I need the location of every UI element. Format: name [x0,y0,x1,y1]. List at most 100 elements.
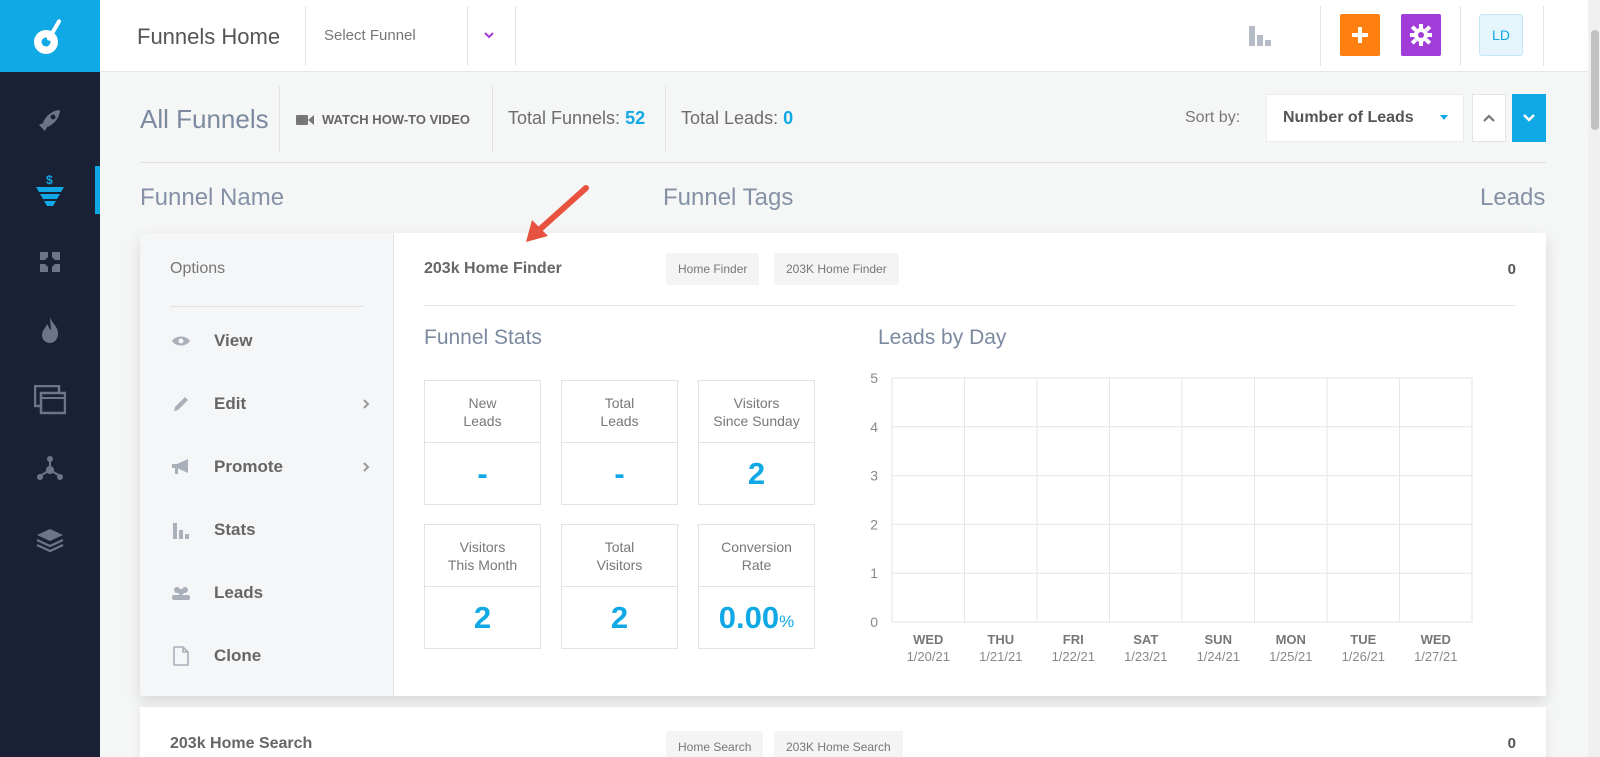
sort-by-select[interactable]: Number of Leads [1266,94,1464,142]
section-title: All Funnels [140,104,269,134]
stat-label: Conversion Rate [699,525,814,587]
leads-by-day-title: Leads by Day [878,326,1007,349]
x-tick-date: 1/26/21 [1342,649,1385,664]
sidebar-item-hot[interactable] [0,306,100,354]
y-tick-label: 0 [870,614,878,630]
stat-label: Visitors Since Sunday [699,381,814,443]
leads-by-day-chart: 0 1 2 3 4 5 WED 1/20/21 THU 1/21/21 FRI 1/22/21 SAT 1… [870,370,1473,664]
x-tick-date: 1/27/21 [1414,649,1457,664]
top-bar: Funnels Home Select Funnel LD [100,0,1588,72]
copy-icon [170,646,192,666]
network-icon [37,456,63,480]
sidebar-item-tools[interactable] [0,238,100,286]
stat-unit: % [779,612,795,631]
stat-label: Total Visitors [562,525,677,587]
stat-total-visitors: Total Visitors 2 [561,524,678,649]
funnel-tag[interactable]: Home Search [666,731,764,757]
stat-label: Visitors This Month [425,525,540,587]
total-funnels: Total Funnels: 52 [508,108,645,129]
stat-visitors-this-month: Visitors This Month 2 [424,524,541,649]
divider [140,162,1546,163]
sort-descending-button[interactable] [1512,94,1546,142]
option-clone[interactable]: Clone [170,644,370,668]
column-header-name: Funnel Name [140,184,285,211]
eye-icon [170,335,192,347]
funnel-dollar-icon: $ [36,173,64,206]
page-title: Funnels Home [137,24,281,49]
scrollbar-thumb[interactable] [1591,30,1599,130]
option-edit[interactable]: Edit [170,392,370,416]
x-tick-day: WED [913,632,943,647]
divider [170,306,364,307]
option-label: Leads [214,583,264,602]
scrollbar[interactable] [1588,0,1600,757]
users-icon [170,586,192,600]
divider [279,86,280,152]
divider [1320,6,1321,66]
total-funnels-value: 52 [625,108,646,128]
sidebar-item-pages[interactable] [0,376,100,424]
x-tick-date: 1/21/21 [979,649,1022,664]
stat-conversion-rate: Conversion Rate 0.00% [698,524,815,649]
avatar[interactable]: LD [1479,14,1523,56]
stat-number: 0.00 [718,600,780,635]
stat-value: 0.00% [699,587,814,649]
stat-visitors-since-sunday: Visitors Since Sunday 2 [698,380,815,505]
stat-value: 2 [747,456,766,491]
divider [492,86,493,152]
funnel-tag[interactable]: 203K Home Finder [774,253,899,285]
megaphone-icon [170,458,192,476]
option-promote[interactable]: Promote [170,455,370,479]
chevron-down-icon [1523,114,1535,122]
sidebar-item-funnels[interactable]: $ [0,166,100,214]
option-label: Edit [214,394,247,413]
total-leads: Total Leads: 0 [681,108,793,129]
sidebar-item-integrations[interactable] [0,446,100,494]
option-leads[interactable]: Leads [170,581,370,605]
app-logo[interactable] [0,0,100,72]
annotation-arrow-icon [526,185,589,242]
watch-video-label: WATCH HOW-TO VIDEO [322,112,471,127]
gear-icon [1410,24,1432,46]
settings-button[interactable] [1401,14,1441,56]
y-tick-label: 1 [870,565,878,581]
stat-value: 2 [473,600,492,635]
stat-new-leads: New Leads - [424,380,541,505]
y-tick-label: 5 [870,370,878,386]
watch-video-button[interactable]: WATCH HOW-TO VIDEO [296,112,470,127]
chevron-down-icon[interactable] [483,28,495,46]
stat-value: 2 [610,600,629,635]
sort-by-label: Sort by: [1185,109,1241,126]
option-label: Clone [214,646,262,665]
x-tick-day: MON [1276,632,1306,647]
x-tick-date: 1/20/21 [907,649,950,664]
x-tick-day: TUE [1350,632,1376,647]
total-leads-value: 0 [783,108,794,128]
option-stats[interactable]: Stats [170,518,370,542]
chevron-up-icon [1483,114,1495,122]
sort-ascending-button[interactable] [1472,94,1506,142]
y-tick-label: 3 [870,468,878,484]
option-view[interactable]: View [170,329,370,353]
pencil-icon [170,395,192,413]
logo-icon [34,19,61,54]
funnel-lead-count: 0 [1507,261,1516,278]
svg-text:$: $ [46,173,53,187]
y-tick-label: 2 [870,516,878,532]
x-tick-date: 1/22/21 [1052,649,1095,664]
funnel-card: Options View Edit Promote Stats Leads Cl… [140,233,1546,696]
sidebar-item-launch[interactable] [0,96,100,144]
funnel-name-link[interactable]: 203k Home Finder [424,260,562,277]
add-funnel-button[interactable] [1340,14,1380,56]
stat-label: Total Leads [562,381,677,443]
funnel-name-link[interactable]: 203k Home Search [170,735,313,752]
divider [1543,6,1544,66]
funnel-tag[interactable]: Home Finder [666,253,760,285]
tools-icon [40,252,60,272]
sidebar-item-layers[interactable] [0,516,100,564]
caret-down-icon [1440,115,1448,120]
select-funnel-dropdown[interactable]: Select Funnel [324,27,416,44]
bar-chart-icon[interactable] [1248,24,1272,51]
stat-value: - [477,456,488,491]
funnel-tag[interactable]: 203K Home Search [774,731,903,757]
